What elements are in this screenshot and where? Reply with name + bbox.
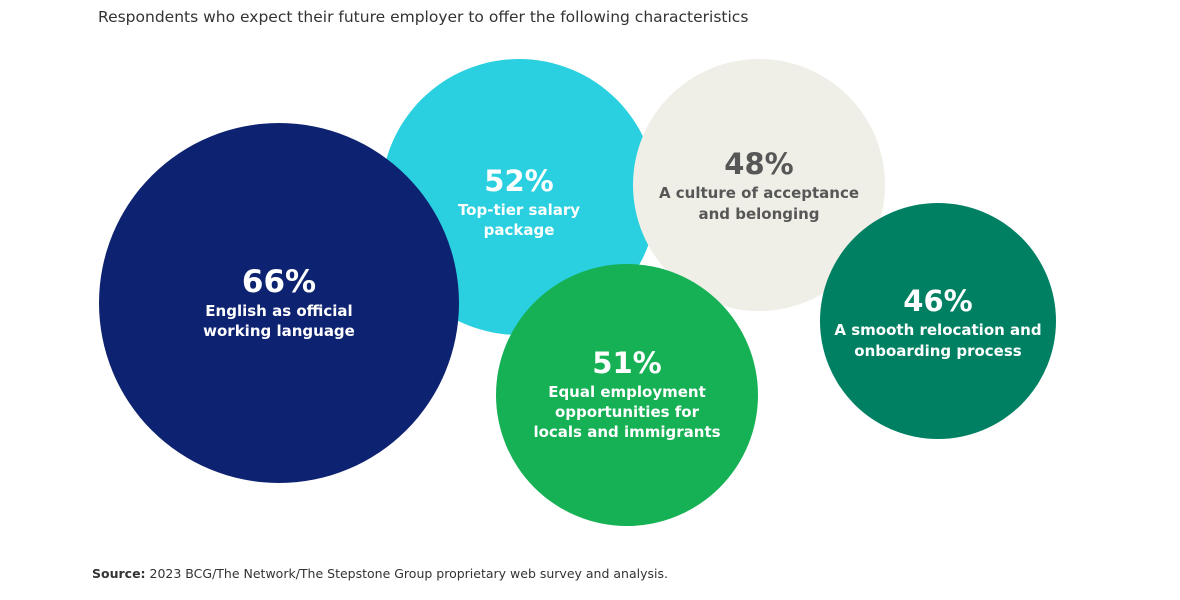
bubble-circle — [633, 59, 885, 311]
bubble-value-label: 66% — [242, 264, 316, 300]
bubble-category-label: onboarding process — [854, 342, 1021, 360]
source-text: 2023 BCG/The Network/The Stepstone Group… — [145, 566, 668, 581]
bubble-category-label: English as official — [205, 302, 352, 320]
bubble-category-label: package — [484, 221, 555, 239]
bubble-value-label: 48% — [724, 147, 793, 181]
bubble-4: 46% A smooth relocation and onboarding pro… — [820, 203, 1056, 439]
bubble-3: 51% Equal employment opportunities for loca… — [496, 264, 758, 526]
bubble-circle — [99, 123, 459, 483]
bubble-category-label: Equal employment — [548, 383, 706, 401]
bubble-value-label: 52% — [484, 164, 553, 198]
bubble-value-label: 46% — [903, 284, 972, 318]
source-note: Source: 2023 BCG/The Network/The Stepsto… — [92, 566, 668, 581]
bubble-category-label: and belonging — [698, 205, 819, 223]
bubble-circle — [496, 264, 758, 526]
bubble-category-label: locals and immigrants — [533, 423, 720, 441]
chart-subtitle: Respondents who expect their future empl… — [98, 8, 749, 26]
bubble-category-label: working language — [203, 322, 355, 340]
bubble-circle — [820, 203, 1056, 439]
bubble-value-label: 51% — [592, 346, 661, 380]
bubble-0: 66% English as official working language — [99, 123, 459, 483]
bubble-category-label: A smooth relocation and — [834, 321, 1041, 339]
source-prefix: Source: — [92, 566, 146, 581]
bubble-2: 48% A culture of acceptance and belonging — [633, 59, 885, 311]
bubble-category-label: Top-tier salary — [458, 201, 580, 219]
bubble-category-label: A culture of acceptance — [659, 184, 859, 202]
bubble-category-label: opportunities for — [555, 403, 700, 421]
